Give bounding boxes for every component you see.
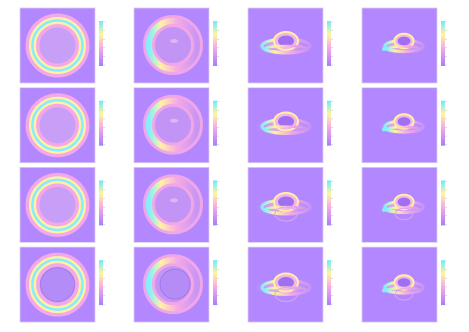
colorbar <box>99 260 103 305</box>
colorbar <box>213 101 217 146</box>
panel <box>362 247 447 322</box>
center-spot <box>170 198 178 202</box>
center-spot <box>170 119 178 123</box>
hot-spot <box>382 47 386 51</box>
panel <box>362 167 447 242</box>
shadow <box>398 278 411 287</box>
center-spot <box>170 39 178 43</box>
shadow <box>398 37 411 46</box>
panel <box>134 167 219 242</box>
panel <box>134 8 219 83</box>
colorbar <box>99 21 103 66</box>
colorbar <box>327 21 331 66</box>
shadow <box>160 269 190 299</box>
panel <box>134 88 219 163</box>
panel <box>248 247 333 322</box>
shadow <box>398 198 411 207</box>
hot-spot <box>382 208 386 212</box>
colorbar <box>441 260 445 305</box>
colorbar <box>441 21 445 66</box>
panel <box>134 247 219 322</box>
colorbar <box>441 101 445 146</box>
panel <box>20 167 105 242</box>
hot-spot <box>382 128 386 132</box>
colorbar <box>213 260 217 305</box>
colorbar <box>327 101 331 146</box>
colorbar <box>99 180 103 225</box>
colorbar <box>213 180 217 225</box>
hot-spot <box>382 289 386 293</box>
panel <box>20 8 105 83</box>
colorbar <box>213 21 217 66</box>
shadow <box>41 268 75 302</box>
panel <box>248 167 333 242</box>
colorbar <box>99 101 103 146</box>
colorbar <box>327 260 331 305</box>
panel <box>362 88 447 163</box>
colorbar <box>441 180 445 225</box>
shadow <box>398 117 411 126</box>
panel <box>248 88 333 163</box>
panel <box>248 8 333 83</box>
colorbar <box>327 180 331 225</box>
panel <box>20 247 105 322</box>
panel <box>20 88 105 163</box>
panel <box>362 8 447 83</box>
